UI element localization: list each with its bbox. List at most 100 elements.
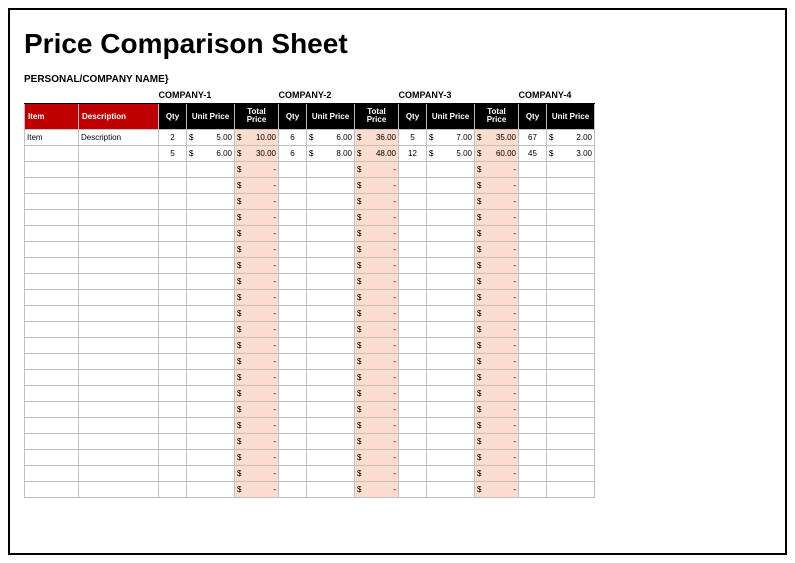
- cell[interactable]: $-: [355, 337, 399, 353]
- cell[interactable]: [427, 433, 475, 449]
- cell[interactable]: [307, 289, 355, 305]
- cell[interactable]: $-: [475, 161, 519, 177]
- cell[interactable]: [307, 193, 355, 209]
- cell[interactable]: [279, 241, 307, 257]
- cell[interactable]: [25, 161, 79, 177]
- cell[interactable]: 6: [279, 145, 307, 161]
- cell[interactable]: $-: [475, 401, 519, 417]
- cell[interactable]: [427, 209, 475, 225]
- cell[interactable]: [279, 289, 307, 305]
- cell[interactable]: [519, 321, 547, 337]
- cell[interactable]: [279, 401, 307, 417]
- cell[interactable]: [547, 177, 595, 193]
- cell[interactable]: $-: [355, 273, 399, 289]
- cell[interactable]: $-: [355, 465, 399, 481]
- cell[interactable]: [399, 161, 427, 177]
- cell[interactable]: [399, 369, 427, 385]
- cell[interactable]: [187, 209, 235, 225]
- cell[interactable]: [547, 273, 595, 289]
- cell[interactable]: $-: [355, 289, 399, 305]
- cell[interactable]: 2: [159, 129, 187, 145]
- cell[interactable]: $-: [475, 337, 519, 353]
- cell[interactable]: [187, 321, 235, 337]
- cell[interactable]: [25, 209, 79, 225]
- cell[interactable]: [519, 353, 547, 369]
- cell[interactable]: [159, 209, 187, 225]
- cell[interactable]: [279, 225, 307, 241]
- cell[interactable]: [79, 401, 159, 417]
- cell[interactable]: [399, 273, 427, 289]
- cell[interactable]: [519, 273, 547, 289]
- cell[interactable]: $30.00: [235, 145, 279, 161]
- cell[interactable]: [519, 481, 547, 497]
- cell[interactable]: [187, 481, 235, 497]
- cell[interactable]: $36.00: [355, 129, 399, 145]
- cell[interactable]: [187, 417, 235, 433]
- cell[interactable]: $-: [475, 177, 519, 193]
- cell[interactable]: $-: [475, 465, 519, 481]
- cell[interactable]: [547, 353, 595, 369]
- cell[interactable]: $2.00: [547, 129, 595, 145]
- cell[interactable]: $-: [355, 417, 399, 433]
- cell[interactable]: [307, 449, 355, 465]
- cell[interactable]: $35.00: [475, 129, 519, 145]
- cell[interactable]: [307, 481, 355, 497]
- cell[interactable]: [25, 289, 79, 305]
- cell[interactable]: [25, 401, 79, 417]
- cell[interactable]: $10.00: [235, 129, 279, 145]
- cell[interactable]: [279, 417, 307, 433]
- cell[interactable]: $-: [355, 353, 399, 369]
- cell[interactable]: [427, 177, 475, 193]
- cell[interactable]: $-: [475, 305, 519, 321]
- cell[interactable]: [547, 337, 595, 353]
- cell[interactable]: [399, 241, 427, 257]
- cell[interactable]: [399, 465, 427, 481]
- cell[interactable]: [547, 241, 595, 257]
- cell[interactable]: [519, 241, 547, 257]
- cell[interactable]: [79, 225, 159, 241]
- cell[interactable]: [187, 241, 235, 257]
- cell[interactable]: $-: [475, 193, 519, 209]
- cell[interactable]: [25, 465, 79, 481]
- cell[interactable]: $-: [475, 241, 519, 257]
- cell[interactable]: [519, 289, 547, 305]
- cell[interactable]: $-: [355, 209, 399, 225]
- cell[interactable]: [399, 401, 427, 417]
- cell[interactable]: [547, 385, 595, 401]
- cell[interactable]: [25, 369, 79, 385]
- cell[interactable]: [279, 465, 307, 481]
- cell[interactable]: $-: [355, 401, 399, 417]
- cell[interactable]: $-: [475, 289, 519, 305]
- cell[interactable]: $-: [355, 369, 399, 385]
- cell[interactable]: [159, 289, 187, 305]
- cell[interactable]: [25, 449, 79, 465]
- cell[interactable]: [159, 337, 187, 353]
- cell[interactable]: 5: [399, 129, 427, 145]
- cell[interactable]: [547, 433, 595, 449]
- cell[interactable]: [427, 465, 475, 481]
- cell[interactable]: $-: [475, 321, 519, 337]
- cell[interactable]: $-: [355, 225, 399, 241]
- cell[interactable]: [427, 289, 475, 305]
- cell[interactable]: $-: [355, 305, 399, 321]
- cell[interactable]: [427, 417, 475, 433]
- cell[interactable]: $3.00: [547, 145, 595, 161]
- cell[interactable]: [427, 305, 475, 321]
- cell[interactable]: [427, 337, 475, 353]
- cell[interactable]: $-: [475, 273, 519, 289]
- cell[interactable]: [79, 193, 159, 209]
- cell[interactable]: [399, 481, 427, 497]
- cell[interactable]: [25, 305, 79, 321]
- cell[interactable]: [427, 193, 475, 209]
- cell[interactable]: $-: [475, 449, 519, 465]
- cell[interactable]: $-: [235, 241, 279, 257]
- cell[interactable]: [519, 257, 547, 273]
- cell[interactable]: [427, 481, 475, 497]
- cell[interactable]: [279, 449, 307, 465]
- cell[interactable]: [427, 225, 475, 241]
- cell[interactable]: [307, 385, 355, 401]
- cell[interactable]: [279, 433, 307, 449]
- cell[interactable]: [547, 465, 595, 481]
- cell[interactable]: $-: [235, 481, 279, 497]
- cell[interactable]: [427, 161, 475, 177]
